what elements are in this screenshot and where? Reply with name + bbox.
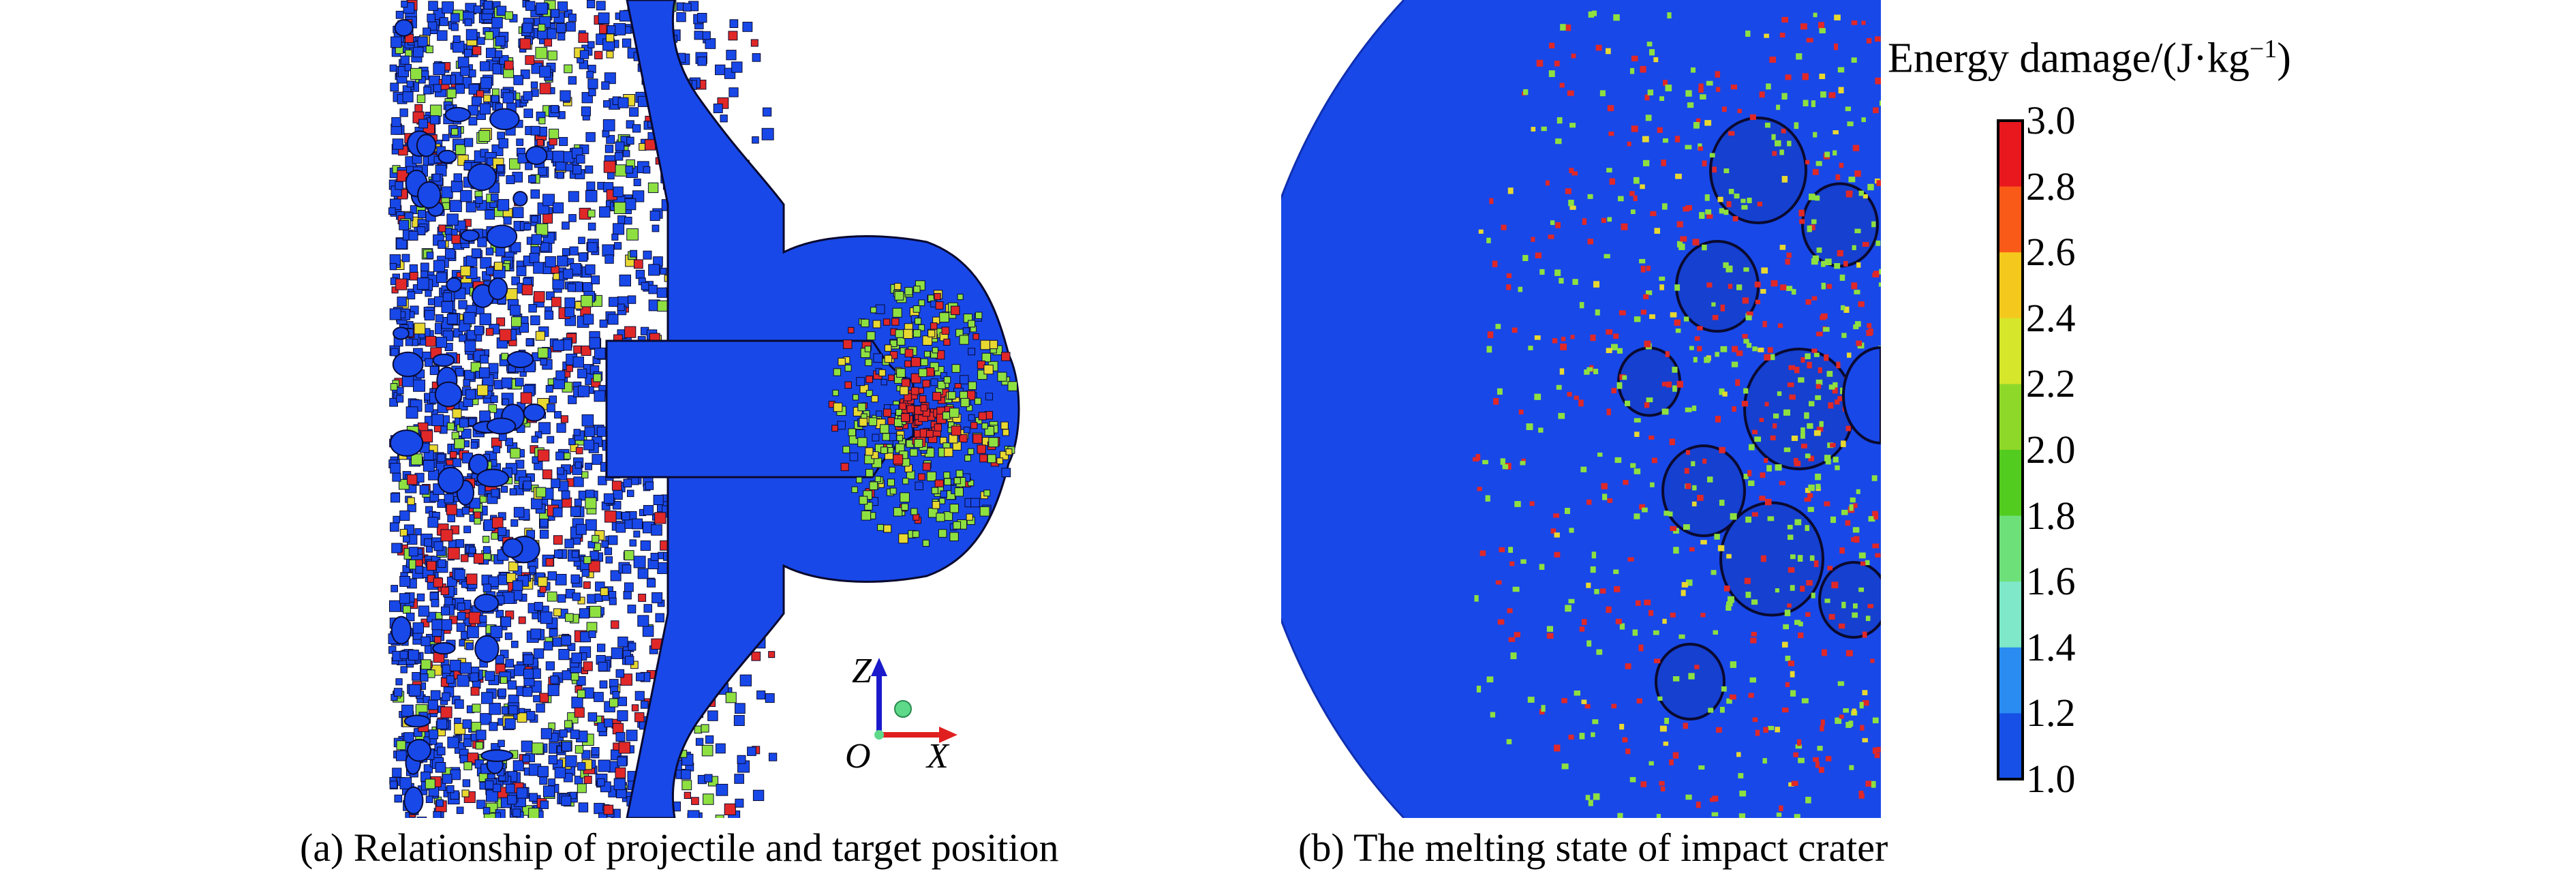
- colorbar-band: [1998, 121, 2023, 187]
- y-axis-marker: [894, 700, 912, 718]
- colorbar-tick-label: 1.0: [2026, 757, 2076, 801]
- z-axis-label: Z: [852, 652, 872, 691]
- panel-b-figure: [1281, 0, 1881, 818]
- melt-particles: [1472, 10, 1881, 818]
- colorbar-tick-label: 1.2: [2026, 691, 2076, 735]
- colorbar-tick-label: 1.6: [2026, 559, 2076, 604]
- colorbar-tick-label: 2.6: [2026, 230, 2076, 275]
- colorbar-title-end: ): [2277, 35, 2291, 82]
- colorbar-band: [1998, 647, 2023, 714]
- panel-a-image: [388, 0, 1020, 818]
- colorbar-tick-label: 1.8: [2026, 493, 2076, 538]
- colorbar-tick-label: 2.4: [2026, 295, 2076, 340]
- colorbar-band: [1998, 384, 2023, 451]
- colorbar-title-sup: −1: [2249, 35, 2278, 63]
- impact-hot-particles: [828, 280, 1018, 547]
- colorbar-band: [1998, 450, 2023, 517]
- colorbar-band: [1998, 252, 2023, 319]
- colorbar-band: [1998, 515, 2023, 582]
- origin-marker: [874, 730, 884, 740]
- panel-a-figure: [382, 0, 1104, 818]
- colorbar-title: Energy damage/(J·kg−1): [1888, 34, 2291, 83]
- colorbar-band: [1998, 318, 2023, 384]
- colorbar-band: [1998, 581, 2023, 648]
- coordinate-axes: [871, 658, 957, 743]
- colorbar-tick-label: 2.8: [2026, 164, 2076, 209]
- colorbar-band: [1998, 186, 2023, 253]
- panel-b-image: [1281, 0, 1881, 818]
- caption-b: (b) The melting state of impact crater: [1298, 825, 1888, 870]
- origin-label: O: [845, 737, 871, 776]
- x-axis-label: X: [927, 737, 949, 776]
- colorbar-title-main: Energy damage/(J·kg: [1888, 35, 2250, 82]
- debris-particles: [388, 0, 778, 818]
- colorbar-band: [1998, 713, 2023, 780]
- colorbar-tick-label: 2.2: [2026, 361, 2076, 406]
- colorbar: [1997, 119, 2024, 780]
- caption-a: (a) Relationship of projectile and targe…: [300, 825, 1059, 870]
- crater-center: [1842, 346, 1881, 445]
- colorbar-tick-label: 2.0: [2026, 427, 2076, 472]
- colorbar-tick-label: 3.0: [2026, 98, 2076, 142]
- z-axis-arrowhead: [871, 658, 887, 676]
- x-axis-arrowhead: [939, 727, 957, 743]
- colorbar-tick-label: 1.4: [2026, 624, 2076, 669]
